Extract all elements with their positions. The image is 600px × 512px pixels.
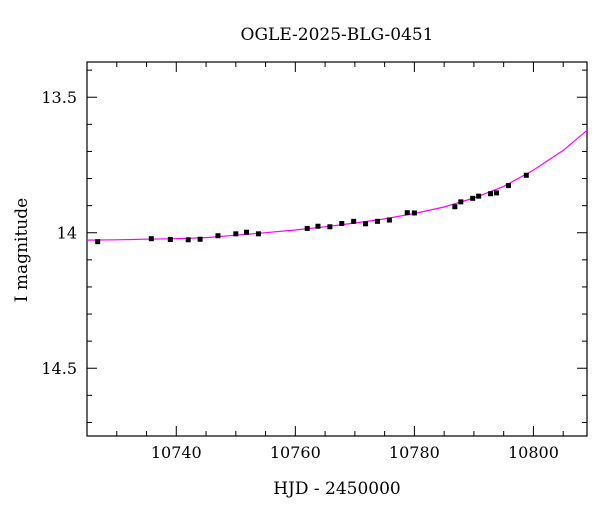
y-tick-label: 13.5 <box>41 88 77 107</box>
point-marker <box>363 221 369 227</box>
y-tick-labels: 13.5 14 14.5 <box>41 88 77 378</box>
point-marker <box>339 221 345 227</box>
point-marker <box>494 190 500 196</box>
point-marker <box>315 223 321 229</box>
plot-frame <box>86 61 588 437</box>
point-marker <box>167 237 173 243</box>
data-point <box>255 231 261 237</box>
data-point <box>304 225 310 231</box>
data-point <box>411 210 417 216</box>
data-point <box>374 218 380 224</box>
x-tick-label: 10760 <box>270 443 321 462</box>
data-point <box>470 195 476 201</box>
point-marker <box>523 172 529 178</box>
point-marker <box>255 231 261 237</box>
point-marker <box>411 210 417 216</box>
data-point <box>327 224 333 230</box>
point-marker <box>374 218 380 224</box>
point-marker <box>185 237 191 243</box>
y-tick-label: 14 <box>57 224 77 243</box>
data-point <box>233 231 239 237</box>
point-marker <box>215 233 221 239</box>
data-point <box>458 199 464 205</box>
point-marker <box>304 225 310 231</box>
data-point <box>197 236 203 242</box>
model-curve-group <box>86 129 588 241</box>
data-point <box>148 236 154 242</box>
point-marker <box>404 210 410 216</box>
data-point <box>315 223 321 229</box>
data-points <box>95 172 529 245</box>
x-axis-label: HJD - 2450000 <box>273 479 401 499</box>
data-point <box>185 237 191 243</box>
data-point <box>505 183 511 189</box>
point-marker <box>505 183 511 189</box>
y-axis-label: I magnitude <box>12 198 32 302</box>
data-point <box>523 172 529 178</box>
data-point <box>244 229 250 235</box>
x-tick-label: 10800 <box>508 443 559 462</box>
point-marker <box>327 224 333 230</box>
x-tick-label: 10740 <box>151 443 202 462</box>
point-marker <box>244 229 250 235</box>
data-point <box>167 237 173 243</box>
x-tick-label: 10780 <box>389 443 440 462</box>
data-point <box>351 218 357 224</box>
point-marker <box>458 199 464 205</box>
axis-ticks <box>86 62 587 436</box>
point-marker <box>470 195 476 201</box>
chart-title: OGLE-2025-BLG-0451 <box>241 25 434 45</box>
point-marker <box>476 193 482 199</box>
data-point <box>476 193 482 199</box>
point-marker <box>148 236 154 242</box>
point-marker <box>488 191 494 197</box>
data-point <box>386 217 392 223</box>
point-marker <box>233 231 239 237</box>
data-point <box>452 204 458 210</box>
point-marker <box>95 239 101 245</box>
data-point <box>494 190 500 196</box>
data-point <box>488 191 494 197</box>
data-point <box>215 233 221 239</box>
x-tick-labels: 10740 10760 10780 10800 <box>151 443 559 462</box>
model-curve <box>86 129 588 241</box>
y-tick-label: 14.5 <box>41 359 77 378</box>
data-point <box>404 210 410 216</box>
point-marker <box>351 218 357 224</box>
data-point <box>339 221 345 227</box>
point-marker <box>452 204 458 210</box>
point-marker <box>197 236 203 242</box>
data-point <box>363 221 369 227</box>
point-marker <box>386 217 392 223</box>
plot-border <box>86 61 588 437</box>
data-point <box>95 239 101 245</box>
